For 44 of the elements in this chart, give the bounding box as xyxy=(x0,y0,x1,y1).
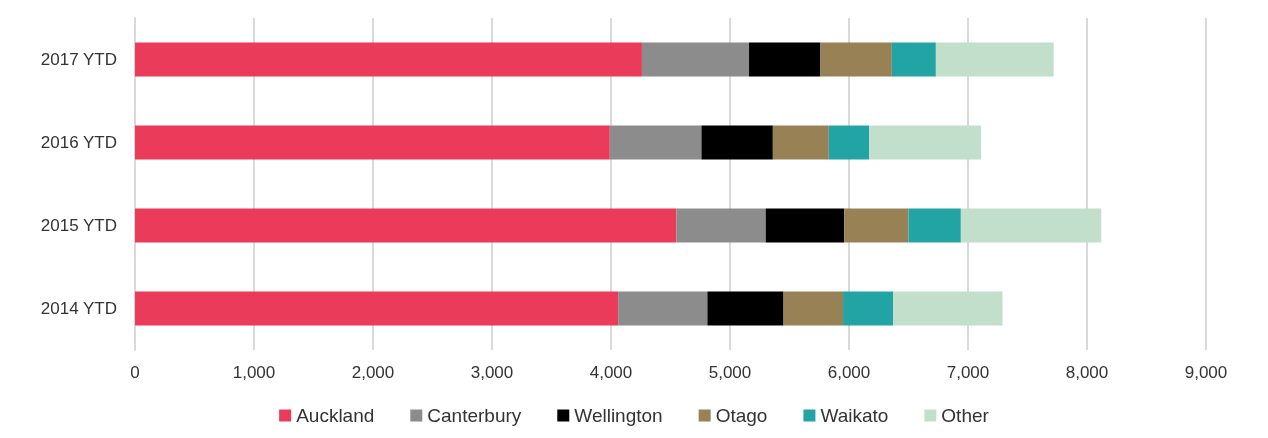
legend-label: Auckland xyxy=(296,405,375,426)
bar xyxy=(844,208,909,243)
bar xyxy=(701,125,773,160)
bar xyxy=(707,291,784,326)
bar xyxy=(772,125,829,160)
x-tick-label: 3,000 xyxy=(470,363,514,382)
y-tick-label: 2014 YTD xyxy=(40,299,117,318)
y-tick-label: 2016 YTD xyxy=(40,133,117,152)
bar xyxy=(908,208,961,243)
y-tick-label: 2017 YTD xyxy=(40,50,117,69)
legend-label: Wellington xyxy=(574,405,663,426)
bar xyxy=(135,42,642,77)
bar xyxy=(135,291,619,326)
bar xyxy=(893,291,1003,326)
bar xyxy=(935,42,1054,77)
x-tick-label: 9,000 xyxy=(1184,363,1228,382)
x-tick-label: 8,000 xyxy=(1065,363,1109,382)
bar xyxy=(676,208,766,243)
bar xyxy=(891,42,936,77)
legend-label: Waikato xyxy=(820,405,889,426)
bar xyxy=(783,291,844,326)
bar xyxy=(843,291,894,326)
legend-label: Otago xyxy=(715,405,768,426)
x-tick-label: 7,000 xyxy=(946,363,990,382)
x-tick-label: 6,000 xyxy=(827,363,871,382)
bar xyxy=(765,208,845,243)
x-tick-label: 0 xyxy=(130,363,140,382)
bar xyxy=(820,42,892,77)
bar xyxy=(869,125,982,160)
bar xyxy=(135,125,610,160)
bar xyxy=(960,208,1102,243)
legend-label: Canterbury xyxy=(427,405,522,426)
legend-label: Other xyxy=(941,405,990,426)
bar xyxy=(828,125,870,160)
bar xyxy=(609,125,702,160)
bar xyxy=(749,42,821,77)
y-tick-label: 2015 YTD xyxy=(40,216,117,235)
x-tick-label: 4,000 xyxy=(589,363,633,382)
x-tick-label: 2,000 xyxy=(351,363,395,382)
x-tick-label: 1,000 xyxy=(232,363,276,382)
x-tick-label: 5,000 xyxy=(708,363,752,382)
bar xyxy=(618,291,708,326)
bar xyxy=(135,208,677,243)
bar xyxy=(641,42,750,77)
